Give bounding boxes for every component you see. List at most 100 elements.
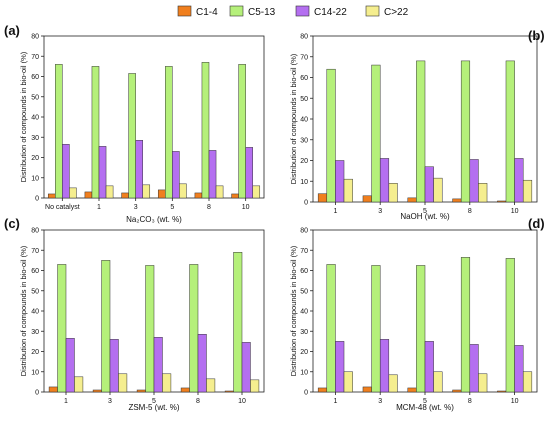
- bar-c1-4: [407, 387, 417, 393]
- legend-swatch: [365, 5, 380, 17]
- bar-group-1: [84, 66, 114, 199]
- y-axis-label: Distribution of compounds in bio-oil (%): [289, 53, 298, 184]
- legend-swatch: [177, 5, 192, 17]
- bar-group-3: [92, 260, 128, 393]
- y-tick-label: 0: [35, 390, 39, 397]
- y-tick-label: 70: [300, 54, 308, 61]
- bar-c14-22: [65, 338, 75, 393]
- x-tick-label: 5: [152, 398, 156, 405]
- bar-c5-13: [189, 264, 199, 393]
- bar-c5-13: [416, 60, 426, 203]
- bar-c5-13: [505, 60, 515, 203]
- bar-c-22: [433, 371, 443, 393]
- bar-group-10: [231, 64, 261, 199]
- y-tick-label: 30: [300, 137, 308, 144]
- x-tick-label: 8: [207, 204, 211, 211]
- bar-c-22: [522, 179, 533, 203]
- bar-c-22: [343, 178, 353, 203]
- bar-c5-13: [326, 264, 336, 393]
- y-tick-label: 60: [300, 268, 308, 275]
- bar-c1-4: [194, 192, 203, 199]
- panel-a: 0 10 20 30 40 50 60 70 80 No catalyst 1 3 5 8 10 Na₂CO₃…: [4, 23, 265, 224]
- panel-c: 0 10 20 30 40 50 60 70 80 1 3 5 8 10 ZSM-5 (wt. %) Dist…: [4, 216, 265, 412]
- y-tick-label: 60: [31, 74, 39, 81]
- bar-c-22: [69, 187, 77, 199]
- x-tick-label: 3: [378, 208, 382, 215]
- bar-c5-13: [145, 265, 155, 393]
- bar-c14-22: [469, 159, 479, 203]
- bar-c1-4: [84, 191, 93, 199]
- bar-c-22: [118, 373, 128, 393]
- bar-c14-22: [135, 140, 143, 199]
- y-tick-label: 0: [35, 196, 39, 203]
- y-tick-label: 10: [300, 179, 308, 186]
- x-tick-label: 3: [108, 398, 112, 405]
- legend-swatch: [229, 5, 244, 17]
- bar-c1-4: [362, 386, 372, 393]
- x-tick-label: 10: [511, 208, 519, 215]
- y-tick-label: 20: [31, 155, 39, 162]
- bar-c5-13: [505, 258, 515, 393]
- y-tick-label: 70: [300, 248, 308, 255]
- bar-c1-4: [407, 197, 417, 203]
- bar-c14-22: [245, 147, 253, 199]
- y-tick-label: 30: [31, 329, 39, 336]
- bar-c1-4: [231, 193, 239, 199]
- x-axis-label: NaOH (wt. %): [400, 212, 450, 221]
- bar-c14-22: [379, 339, 390, 393]
- y-tick-label: 20: [31, 349, 39, 356]
- bar-c1-4: [47, 193, 56, 199]
- bar-group-3: [362, 265, 398, 393]
- x-tick-label: No catalyst: [45, 204, 80, 211]
- bar-group-8: [452, 60, 488, 203]
- y-tick-label: 80: [300, 228, 308, 235]
- bar-group-3: [121, 73, 151, 199]
- x-tick-label: 8: [196, 398, 200, 405]
- y-tick-label: 10: [300, 369, 308, 376]
- panel-d: 0 10 20 30 40 50 60 70 80 1 3 5 8 10 MCM-48 (wt. %) Dis…: [289, 216, 545, 412]
- bar-c-22: [105, 185, 114, 199]
- bar-group-8: [194, 62, 224, 199]
- bar-c-22: [478, 183, 488, 203]
- bar-c14-22: [379, 158, 390, 203]
- x-axis-label: MCM-48 (wt. %): [396, 403, 454, 412]
- y-tick-label: 0: [304, 200, 308, 207]
- bar-c1-4: [452, 389, 462, 393]
- bar-c5-13: [233, 252, 243, 393]
- bar-group-1: [48, 264, 84, 393]
- bar-c14-22: [98, 146, 107, 199]
- bar-group-8: [452, 257, 488, 393]
- x-tick-label: 10: [511, 398, 519, 405]
- bar-c5-13: [165, 66, 173, 199]
- bar-c1-4: [92, 389, 102, 393]
- bar-c14-22: [172, 151, 180, 199]
- bar-c14-22: [469, 344, 479, 393]
- bar-c-22: [179, 183, 187, 199]
- bar-c14-22: [208, 150, 217, 199]
- bar-c5-13: [128, 73, 136, 199]
- bar-c1-4: [224, 390, 234, 393]
- bar-c1-4: [497, 200, 507, 203]
- bar-c1-4: [317, 193, 328, 203]
- y-tick-label: 50: [300, 288, 308, 295]
- x-tick-label: 1: [64, 398, 68, 405]
- y-tick-label: 30: [300, 329, 308, 336]
- bar-c-22: [206, 378, 216, 393]
- y-tick-label: 70: [31, 248, 39, 255]
- x-tick-label: 1: [97, 204, 101, 211]
- panel-b: 0 10 20 30 40 50 60 70 80 1 3 5 8 10 NaOH (wt. %) Distr…: [289, 28, 545, 221]
- y-tick-label: 80: [31, 34, 39, 41]
- bar-c1-4: [317, 387, 328, 393]
- bar-c14-22: [514, 158, 524, 203]
- bar-c-22: [162, 373, 172, 393]
- legend-label: C5-13: [248, 7, 276, 18]
- y-tick-label: 40: [300, 117, 308, 124]
- bar-c-22: [388, 374, 398, 393]
- bar-c1-4: [121, 192, 129, 199]
- bar-c1-4: [497, 390, 507, 393]
- y-tick-label: 60: [300, 75, 308, 82]
- x-tick-label: 3: [134, 204, 138, 211]
- y-tick-label: 50: [31, 94, 39, 101]
- bar-c-22: [142, 184, 151, 199]
